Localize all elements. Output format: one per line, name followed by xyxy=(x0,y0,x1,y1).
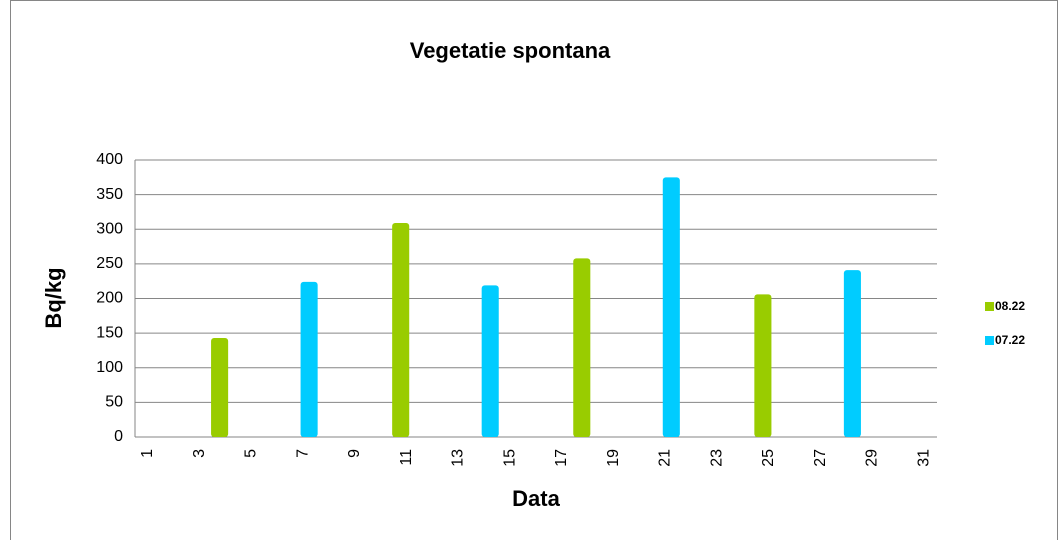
x-tick-label: 17 xyxy=(553,449,570,467)
bar xyxy=(662,177,680,437)
legend-label: 08.22 xyxy=(995,299,1025,313)
bar xyxy=(481,285,499,437)
bar xyxy=(211,337,229,437)
x-tick-label: 3 xyxy=(191,449,208,458)
bar xyxy=(573,258,591,437)
bar xyxy=(392,223,410,437)
x-tick-label: 13 xyxy=(450,449,467,467)
bar xyxy=(843,270,861,437)
legend-swatch xyxy=(985,336,994,345)
x-tick-label: 21 xyxy=(657,449,674,467)
x-tick-label: 9 xyxy=(346,449,363,458)
x-tick-label: 19 xyxy=(605,449,622,467)
y-tick-label: 50 xyxy=(105,394,123,411)
y-tick-label: 250 xyxy=(96,255,123,272)
y-tick-label: 0 xyxy=(114,428,123,445)
y-axis-label: Bq/kg xyxy=(41,267,66,328)
y-tick-label: 200 xyxy=(96,290,123,307)
legend-label: 07.22 xyxy=(995,333,1025,347)
bar xyxy=(754,294,772,437)
y-tick-label: 300 xyxy=(96,220,123,237)
x-tick-label: 11 xyxy=(398,449,415,466)
legend-swatch xyxy=(985,302,994,311)
chart-title: Vegetatie spontana xyxy=(410,38,611,63)
x-axis-label: Data xyxy=(512,486,560,511)
x-tick-label: 7 xyxy=(294,449,311,458)
x-tick-label: 5 xyxy=(243,449,260,458)
x-tick-label: 29 xyxy=(864,449,881,467)
y-tick-label: 100 xyxy=(96,359,123,376)
chart-frame xyxy=(10,0,1058,540)
x-tick-label: 31 xyxy=(915,449,932,467)
x-tick-label: 15 xyxy=(501,449,518,467)
x-tick-label: 23 xyxy=(708,449,725,467)
y-tick-label: 400 xyxy=(96,151,123,168)
x-tick-label: 25 xyxy=(760,449,777,467)
y-tick-label: 350 xyxy=(96,186,123,203)
x-tick-label: 27 xyxy=(812,449,829,467)
y-tick-label: 150 xyxy=(96,324,123,341)
bar xyxy=(300,281,318,437)
x-tick-label: 1 xyxy=(139,449,156,458)
